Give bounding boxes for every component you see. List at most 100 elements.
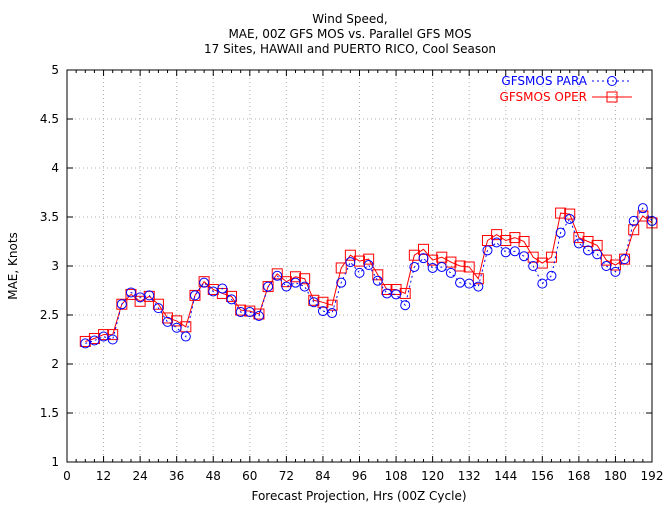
legend: GFSMOS PARA GFSMOS OPER bbox=[500, 74, 632, 104]
x-tick-label: 192 bbox=[641, 469, 664, 483]
x-axis-label: Forecast Projection, Hrs (00Z Cycle) bbox=[251, 489, 466, 503]
data-point-para bbox=[592, 249, 603, 260]
data-point-oper bbox=[381, 284, 393, 296]
data-point-oper bbox=[445, 256, 457, 268]
data-point-para bbox=[537, 278, 548, 289]
x-tick-label: 36 bbox=[169, 469, 184, 483]
data-point-oper bbox=[226, 290, 238, 302]
series-line-para bbox=[85, 207, 653, 344]
data-point-oper bbox=[335, 262, 347, 274]
data-point-para bbox=[327, 308, 338, 319]
data-point-para bbox=[436, 261, 447, 272]
data-point-para bbox=[372, 275, 383, 286]
data-point-oper bbox=[564, 208, 576, 220]
data-point-oper bbox=[509, 232, 521, 244]
data-point-para bbox=[482, 245, 493, 256]
data-point-oper bbox=[628, 224, 640, 236]
data-point-para bbox=[391, 289, 402, 300]
data-point-para bbox=[583, 245, 594, 256]
x-tick-label: 144 bbox=[494, 469, 517, 483]
data-point-oper bbox=[372, 269, 384, 281]
data-point-oper bbox=[417, 243, 429, 255]
data-point-para bbox=[400, 300, 411, 311]
x-tick-label: 96 bbox=[352, 469, 367, 483]
data-point-oper bbox=[344, 249, 356, 261]
data-point-para bbox=[208, 286, 219, 297]
data-point-para bbox=[189, 290, 200, 301]
data-point-oper bbox=[536, 257, 548, 269]
data-point-para bbox=[98, 331, 109, 342]
x-tick-label: 12 bbox=[96, 469, 111, 483]
y-axis-label: MAE, Knots bbox=[6, 232, 20, 300]
data-point-para bbox=[546, 270, 557, 281]
data-point-oper bbox=[308, 294, 320, 306]
x-tick-label: 84 bbox=[315, 469, 330, 483]
data-point-para bbox=[226, 294, 237, 305]
y-tick-label: 1.5 bbox=[40, 406, 59, 420]
y-tick-label: 2 bbox=[51, 357, 59, 371]
chart-title-line-1: Wind Speed, bbox=[312, 12, 387, 26]
data-point-para bbox=[308, 297, 319, 308]
legend-item-para: GFSMOS PARA bbox=[501, 74, 632, 88]
data-point-para bbox=[519, 251, 530, 262]
data-point-para bbox=[619, 254, 630, 265]
data-point-oper bbox=[152, 298, 164, 310]
data-point-para bbox=[363, 260, 374, 271]
data-point-para bbox=[445, 267, 456, 278]
data-point-para bbox=[125, 287, 136, 298]
data-point-oper bbox=[491, 229, 503, 241]
data-point-para bbox=[317, 306, 328, 317]
data-point-oper bbox=[271, 268, 283, 280]
y-tick-label: 3.5 bbox=[40, 210, 59, 224]
data-point-para bbox=[272, 270, 283, 281]
data-point-oper bbox=[390, 284, 402, 296]
y-tick-label: 1 bbox=[51, 455, 59, 469]
y-tick-label: 4 bbox=[51, 161, 59, 175]
data-point-para bbox=[89, 335, 100, 346]
data-point-oper bbox=[363, 253, 375, 265]
data-point-oper bbox=[125, 288, 137, 300]
data-point-oper bbox=[299, 273, 311, 285]
x-tick-label: 108 bbox=[385, 469, 408, 483]
plot-frame bbox=[66, 69, 653, 463]
series-layer bbox=[79, 203, 658, 349]
x-tick-label: 72 bbox=[279, 469, 294, 483]
data-point-oper bbox=[591, 239, 603, 251]
chart-title-line-3: 17 Sites, HAWAII and PUERTO RICO, Cool S… bbox=[204, 42, 496, 56]
data-point-para bbox=[290, 277, 301, 288]
data-point-para bbox=[473, 281, 484, 292]
data-point-para bbox=[263, 281, 274, 292]
y-tick-label: 4.5 bbox=[40, 112, 59, 126]
axis-ticks: 0 12 24 36 48 60 72 84 96 108 120 132 144 156 168 180 19… bbox=[40, 63, 664, 483]
series-line-oper bbox=[85, 212, 653, 342]
data-point-para bbox=[135, 292, 146, 303]
data-point-para bbox=[281, 281, 292, 292]
data-point-oper bbox=[290, 271, 302, 283]
data-point-para bbox=[171, 322, 182, 333]
series-para bbox=[80, 203, 657, 349]
y-tick-label: 5 bbox=[51, 63, 59, 77]
series-oper bbox=[79, 207, 658, 347]
data-point-oper bbox=[162, 312, 174, 324]
data-point-para bbox=[528, 261, 539, 271]
data-point-oper bbox=[518, 236, 530, 247]
legend-marker-oper bbox=[606, 91, 618, 103]
data-point-para bbox=[464, 278, 475, 289]
data-point-para bbox=[199, 277, 210, 288]
data-point-oper bbox=[573, 232, 585, 244]
data-point-para bbox=[345, 257, 356, 268]
data-point-para bbox=[509, 246, 520, 257]
data-point-para bbox=[418, 253, 429, 264]
data-point-para bbox=[573, 238, 584, 249]
data-point-para bbox=[144, 290, 155, 301]
x-tick-label: 132 bbox=[458, 469, 481, 483]
data-point-para bbox=[107, 334, 118, 345]
x-tick-label: 0 bbox=[63, 469, 71, 483]
data-point-para bbox=[637, 203, 648, 214]
data-point-oper bbox=[463, 261, 475, 273]
legend-label-para: GFSMOS PARA bbox=[501, 74, 587, 88]
data-point-para bbox=[244, 307, 255, 318]
data-point-para bbox=[628, 215, 639, 226]
data-point-para bbox=[491, 237, 502, 248]
